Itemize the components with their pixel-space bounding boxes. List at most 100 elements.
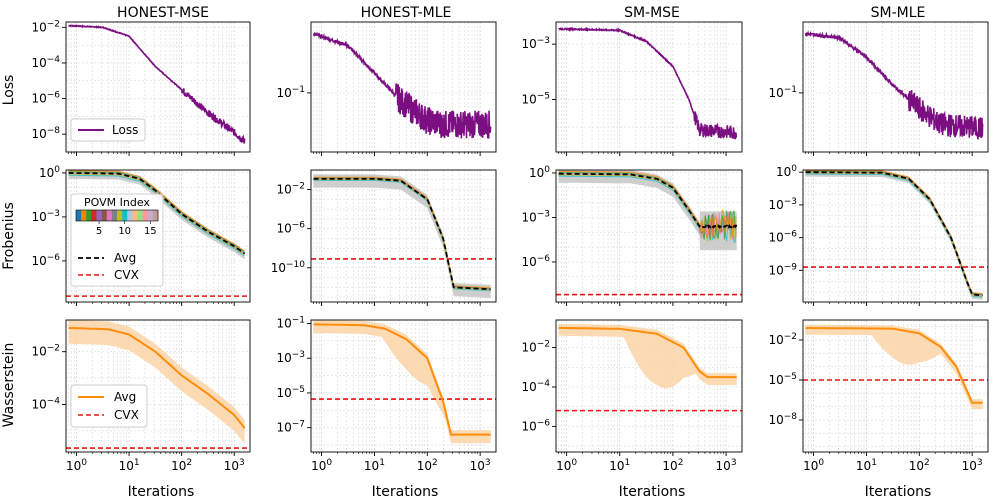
axes-frame [65,169,251,303]
axes-frame [65,21,251,153]
legend-label-cvx: CVX [114,408,139,422]
panel-loss-honest-mse: 10−2 10−4 10−6 10−8 Loss [31,19,251,156]
wasserstein-band [558,323,737,389]
y-tick-label: 10−6 [521,254,550,269]
axes-frame [555,169,743,303]
plot-area [66,320,250,452]
y-tick-label: 10−9 [768,262,797,277]
y-tick-label: 10−6 [521,418,550,433]
povm-band [805,170,983,300]
x-label-col-4: Iterations [865,484,932,500]
plot-area [803,320,988,452]
y-tick-label: 10−1 [276,85,305,100]
y-tick-label: 10−4 [31,396,60,411]
y-tick-label: 10−3 [521,209,550,224]
avg-line [313,177,491,291]
wasserstein-band [68,320,245,445]
axes-frame [802,319,989,453]
x-tick-label: 103 [962,458,983,473]
colorbar-swatch [132,210,138,221]
y-tick-label: 10−5 [276,385,305,400]
y-tick-label: 10−8 [768,412,797,427]
col-title-honest-mse: HONEST-MSE [117,5,209,21]
x-tick-label: 102 [171,458,192,473]
y-tick-label: 10−3 [31,209,60,224]
povm-band [558,170,737,251]
loss-line [804,30,984,140]
y-tick-label: 10−2 [31,19,60,34]
axes-frame [802,21,989,153]
y-tick-label: 10−5 [521,91,550,106]
y-tick-label: 10−1 [768,85,797,100]
panel-wasserstein-honest-mse: 10−2 10−4 100 101 102 103 Avg CVX [31,319,251,473]
axes-frame [310,319,497,453]
subplot-panels: 10−2 10−4 10−6 10−8 Loss 10−1 10−3 10−5 10−1 100 1… [31,19,989,473]
x-tick-label: 101 [119,458,140,473]
legend-frobenius: POVM Index 5 10 15 Avg CVX [70,193,164,287]
panel-wasserstein-sm-mse: 10−2 10−4 10−6 100 101 102 103 [521,319,743,473]
row-label-loss: Loss [1,75,17,106]
axes-frame [555,21,743,153]
plot-area [803,170,988,302]
colorbar-swatch [91,210,97,221]
legend-label-avg: Avg [114,390,136,404]
axes-frame [802,169,989,303]
povm-component-line [313,177,491,289]
colorbar-swatch [122,210,128,221]
y-tick-label: 10−2 [768,332,797,347]
povm-component-line [68,173,245,255]
plot-area [556,320,742,452]
avg-line [558,326,737,379]
legend-label-cvx: CVX [114,268,139,282]
povm-component-line [805,172,983,297]
colorbar-tick-label: 15 [144,226,157,237]
plot-area [311,170,496,302]
colorbar-frame [75,209,159,222]
colorbar-swatch [137,210,143,221]
y-tick-label: 10−1 [276,315,305,330]
legend-label-loss: Loss [112,123,138,137]
legend-loss: Loss [70,118,146,142]
avg-line [805,327,983,404]
colorbar-swatch [147,210,154,221]
y-tick-label: 10−8 [31,126,60,141]
colorbar-tick-label: 5 [96,226,102,237]
y-tick-label: 10−2 [521,340,550,355]
y-tick-label: 10−6 [768,230,797,245]
axes-frame [65,319,251,453]
y-tick-label: 10−6 [31,91,60,106]
povm-component-line [805,170,983,295]
panel-wasserstein-honest-mle: 10−1 10−3 10−5 10−7 100 101 102 103 [276,315,497,473]
col-title-sm-mle: SM-MLE [871,5,926,21]
y-tick-label: 10−7 [276,420,305,435]
x-axis-labels: Iterations Iterations Iterations Iterati… [128,484,932,500]
y-tick-label: 10−4 [31,55,60,70]
y-tick-label: 10−4 [521,379,550,394]
colorbar-swatch [106,210,113,221]
panel-loss-honest-mle: 10−1 [276,21,497,156]
col-title-honest-mle: HONEST-MLE [361,5,452,21]
povm-component-line [313,179,491,292]
panel-frobenius-sm-mle: 100 10−3 10−6 10−9 [768,164,989,306]
colorbar-swatch [101,210,108,221]
legend-box [70,118,146,142]
row-label-frobenius: Frobenius [1,202,17,269]
y-tick-label: 100 [529,165,550,180]
x-tick-label: 103 [224,458,245,473]
loss-line [68,24,246,144]
panel-loss-sm-mse: 10−3 10−5 [521,21,743,156]
colorbar-swatch [111,210,118,221]
row-label-wasserstein: Wasserstein [1,343,17,428]
colorbar-swatch [142,210,149,221]
legend-wasserstein: Avg CVX [70,384,148,428]
y-tick-label: 10−3 [768,197,797,212]
legend-box [70,384,148,428]
povm-component-line [805,171,983,296]
y-tick-label: 10−6 [276,221,305,236]
column-titles: HONEST-MSE HONEST-MLE SM-MSE SM-MLE [117,5,925,21]
x-tick-label: 100 [803,458,824,473]
plot-area [311,320,496,452]
x-label-col-2: Iterations [372,484,439,500]
povm-component-line [558,172,737,242]
y-tick-label: 10−3 [521,36,550,51]
